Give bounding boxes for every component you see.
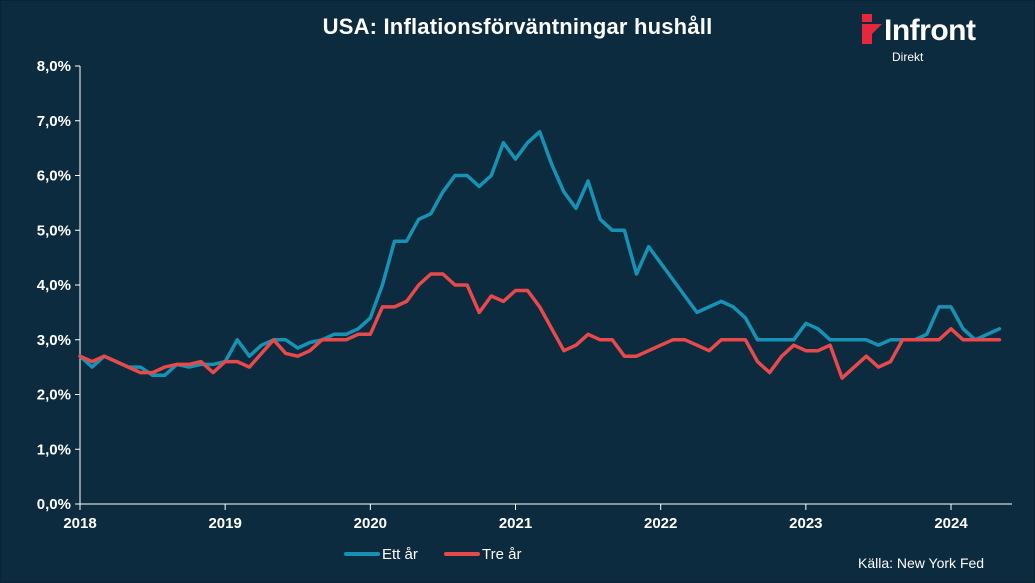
x-tick-label: 2022 bbox=[644, 515, 677, 532]
chart-title: USA: Inflationsförväntningar hushåll bbox=[322, 14, 713, 39]
x-tick-label: 2019 bbox=[208, 515, 241, 532]
x-tick-label: 2024 bbox=[934, 515, 968, 532]
y-tick-label: 7,0% bbox=[37, 113, 71, 130]
x-tick-label: 2023 bbox=[789, 515, 822, 532]
x-tick-label: 2021 bbox=[499, 515, 532, 532]
y-tick-label: 3,0% bbox=[37, 332, 71, 349]
x-tick-label: 2018 bbox=[63, 515, 96, 532]
logo-subtitle: Direkt bbox=[892, 50, 924, 64]
y-tick-label: 4,0% bbox=[37, 277, 71, 294]
y-tick-label: 0,0% bbox=[37, 496, 71, 513]
source-note: Källa: New York Fed bbox=[858, 555, 985, 571]
y-tick-label: 6,0% bbox=[37, 168, 71, 185]
y-tick-label: 8,0% bbox=[37, 58, 71, 75]
y-tick-label: 2,0% bbox=[37, 387, 71, 404]
infront-logo: Infront Direkt bbox=[862, 10, 1022, 66]
x-tick-label: 2020 bbox=[354, 515, 387, 532]
legend-label-1: Ett år bbox=[382, 546, 418, 563]
y-tick-label: 1,0% bbox=[37, 441, 71, 458]
series-line-2 bbox=[78, 272, 1002, 380]
infront-logo-mark-icon bbox=[862, 14, 882, 44]
legend-label-2: Tre år bbox=[482, 546, 521, 563]
series-line-1 bbox=[78, 129, 1002, 378]
y-tick-label: 5,0% bbox=[37, 222, 71, 239]
logo-wordmark: Infront bbox=[884, 14, 976, 47]
